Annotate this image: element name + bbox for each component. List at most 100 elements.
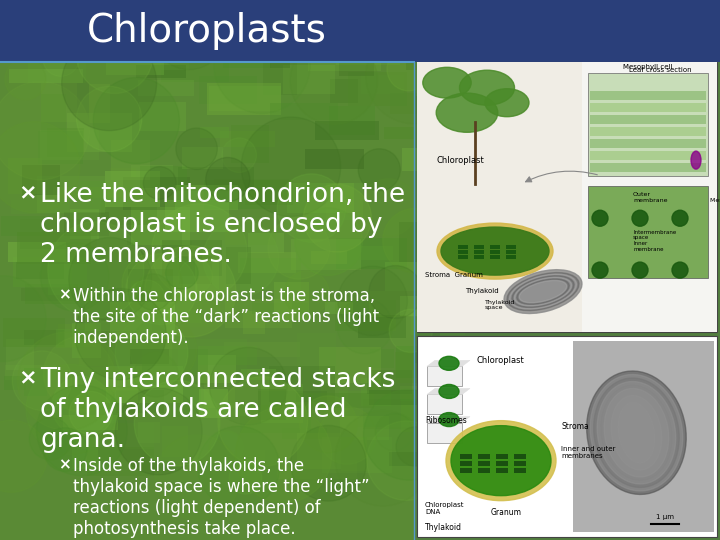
- Polygon shape: [427, 388, 470, 394]
- FancyBboxPatch shape: [339, 390, 419, 427]
- Circle shape: [197, 426, 279, 508]
- FancyBboxPatch shape: [258, 390, 328, 410]
- FancyBboxPatch shape: [223, 342, 300, 357]
- FancyBboxPatch shape: [240, 6, 307, 31]
- Ellipse shape: [439, 413, 459, 427]
- FancyBboxPatch shape: [287, 183, 354, 213]
- FancyBboxPatch shape: [81, 180, 107, 210]
- FancyBboxPatch shape: [137, 65, 186, 78]
- Circle shape: [130, 317, 197, 383]
- FancyBboxPatch shape: [111, 140, 150, 180]
- Circle shape: [17, 332, 116, 430]
- FancyBboxPatch shape: [198, 355, 236, 383]
- Text: Like the mitochondrion, the
chloroplast is enclosed by
2 membranes.: Like the mitochondrion, the chloroplast …: [40, 182, 405, 268]
- FancyBboxPatch shape: [460, 454, 472, 458]
- FancyBboxPatch shape: [161, 241, 192, 255]
- FancyBboxPatch shape: [427, 394, 462, 415]
- FancyBboxPatch shape: [216, 403, 258, 415]
- FancyBboxPatch shape: [428, 234, 506, 257]
- Text: Mesophyll cell: Mesophyll cell: [624, 64, 672, 70]
- Circle shape: [214, 17, 310, 113]
- Circle shape: [69, 238, 152, 321]
- Circle shape: [12, 351, 72, 410]
- FancyBboxPatch shape: [138, 102, 186, 131]
- Ellipse shape: [436, 93, 498, 132]
- FancyBboxPatch shape: [127, 220, 182, 245]
- Circle shape: [364, 389, 454, 480]
- Circle shape: [284, 271, 329, 316]
- Text: ×: ×: [18, 367, 37, 387]
- FancyBboxPatch shape: [425, 90, 490, 123]
- Circle shape: [203, 220, 279, 296]
- FancyBboxPatch shape: [230, 125, 269, 163]
- FancyBboxPatch shape: [47, 127, 84, 157]
- Circle shape: [0, 420, 48, 492]
- Circle shape: [76, 86, 142, 152]
- FancyBboxPatch shape: [305, 150, 364, 169]
- FancyBboxPatch shape: [48, 265, 72, 295]
- FancyBboxPatch shape: [88, 388, 138, 420]
- FancyBboxPatch shape: [4, 364, 56, 380]
- Ellipse shape: [600, 385, 672, 481]
- FancyBboxPatch shape: [164, 200, 229, 232]
- FancyBboxPatch shape: [490, 250, 500, 254]
- Ellipse shape: [439, 356, 459, 370]
- Circle shape: [389, 309, 433, 353]
- Text: Tiny interconnected stacks
of thylakoids are called
grana.: Tiny interconnected stacks of thylakoids…: [40, 367, 395, 453]
- FancyBboxPatch shape: [207, 83, 282, 114]
- Text: Mesophyll cell: Mesophyll cell: [710, 198, 720, 202]
- FancyBboxPatch shape: [107, 423, 154, 449]
- FancyBboxPatch shape: [417, 336, 717, 537]
- FancyBboxPatch shape: [590, 151, 706, 159]
- Circle shape: [26, 364, 117, 455]
- FancyBboxPatch shape: [107, 366, 183, 403]
- Ellipse shape: [519, 280, 567, 303]
- FancyBboxPatch shape: [142, 349, 208, 385]
- FancyBboxPatch shape: [311, 252, 348, 264]
- FancyBboxPatch shape: [13, 257, 86, 287]
- FancyBboxPatch shape: [478, 461, 490, 465]
- FancyBboxPatch shape: [63, 415, 118, 430]
- FancyBboxPatch shape: [24, 368, 48, 396]
- FancyBboxPatch shape: [308, 51, 381, 71]
- FancyBboxPatch shape: [416, 62, 472, 96]
- Circle shape: [12, 0, 71, 55]
- Circle shape: [592, 262, 608, 278]
- Circle shape: [145, 246, 236, 337]
- FancyBboxPatch shape: [24, 330, 64, 345]
- Text: Thylakoid: Thylakoid: [425, 523, 462, 532]
- FancyBboxPatch shape: [182, 147, 222, 170]
- Circle shape: [166, 257, 198, 289]
- FancyBboxPatch shape: [40, 130, 99, 160]
- FancyBboxPatch shape: [506, 245, 516, 249]
- Ellipse shape: [615, 399, 658, 467]
- Circle shape: [76, 17, 153, 93]
- Text: Stroma  Granum: Stroma Granum: [425, 272, 483, 278]
- Text: ×: ×: [58, 457, 71, 472]
- FancyBboxPatch shape: [151, 43, 189, 70]
- Circle shape: [44, 336, 120, 412]
- Ellipse shape: [594, 378, 679, 488]
- FancyBboxPatch shape: [514, 454, 526, 458]
- Ellipse shape: [446, 421, 556, 501]
- FancyBboxPatch shape: [226, 247, 251, 284]
- Circle shape: [115, 316, 188, 389]
- FancyBboxPatch shape: [47, 29, 81, 40]
- Circle shape: [337, 299, 392, 354]
- FancyBboxPatch shape: [225, 299, 292, 328]
- FancyBboxPatch shape: [432, 119, 500, 156]
- Text: Chloroplasts: Chloroplasts: [87, 12, 327, 50]
- FancyBboxPatch shape: [130, 207, 190, 246]
- FancyBboxPatch shape: [220, 131, 274, 147]
- FancyBboxPatch shape: [418, 26, 480, 44]
- FancyBboxPatch shape: [329, 0, 374, 8]
- Ellipse shape: [451, 426, 551, 496]
- Circle shape: [359, 148, 400, 191]
- Circle shape: [672, 262, 688, 278]
- FancyBboxPatch shape: [410, 305, 465, 335]
- FancyBboxPatch shape: [506, 255, 516, 259]
- FancyBboxPatch shape: [64, 212, 109, 236]
- Circle shape: [268, 217, 330, 279]
- FancyBboxPatch shape: [458, 250, 468, 254]
- FancyBboxPatch shape: [161, 62, 230, 82]
